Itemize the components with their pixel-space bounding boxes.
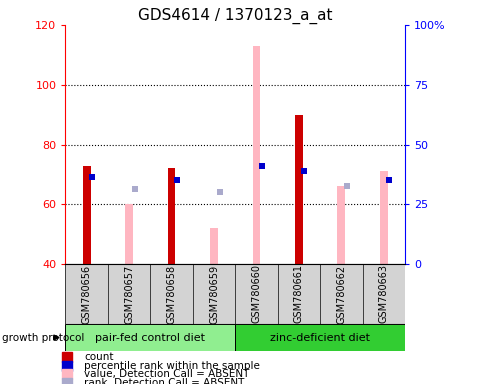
Text: GSM780659: GSM780659 xyxy=(209,265,219,323)
Text: count: count xyxy=(84,352,114,362)
Title: GDS4614 / 1370123_a_at: GDS4614 / 1370123_a_at xyxy=(137,7,332,23)
Text: zinc-deficient diet: zinc-deficient diet xyxy=(270,333,369,343)
Bar xyxy=(125,204,133,264)
Text: pair-fed control diet: pair-fed control diet xyxy=(95,333,205,343)
Text: GSM780660: GSM780660 xyxy=(251,265,261,323)
Text: GSM780657: GSM780657 xyxy=(124,264,134,324)
Bar xyxy=(379,172,387,264)
Bar xyxy=(294,115,302,264)
Text: value, Detection Call = ABSENT: value, Detection Call = ABSENT xyxy=(84,369,249,379)
Text: percentile rank within the sample: percentile rank within the sample xyxy=(84,361,260,371)
Bar xyxy=(337,187,345,264)
Bar xyxy=(167,169,175,264)
Bar xyxy=(65,324,235,351)
Bar xyxy=(235,324,404,351)
Text: GSM780663: GSM780663 xyxy=(378,265,388,323)
Text: GSM780661: GSM780661 xyxy=(293,265,303,323)
Text: GSM780656: GSM780656 xyxy=(81,265,91,323)
Text: GSM780662: GSM780662 xyxy=(335,265,346,323)
Text: GSM780658: GSM780658 xyxy=(166,265,176,323)
Bar xyxy=(210,228,217,264)
Text: rank, Detection Call = ABSENT: rank, Detection Call = ABSENT xyxy=(84,378,244,384)
Bar xyxy=(83,166,91,264)
Bar xyxy=(167,169,175,264)
Text: growth protocol: growth protocol xyxy=(2,333,85,343)
Bar xyxy=(252,46,260,264)
